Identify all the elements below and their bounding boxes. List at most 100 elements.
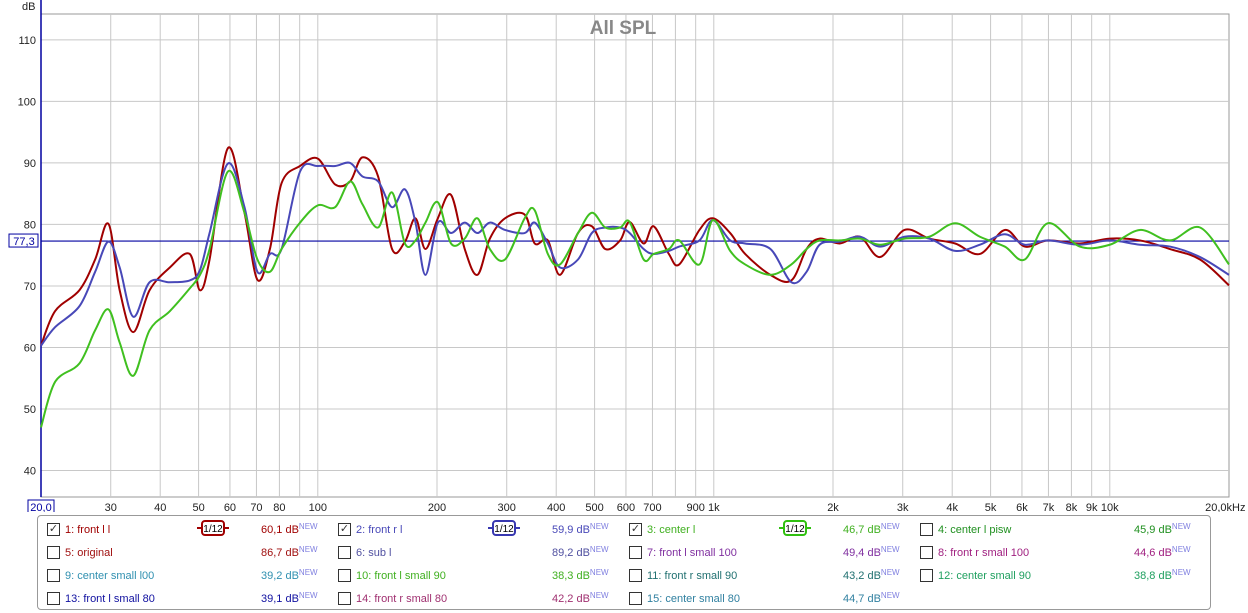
measurement-checkbox[interactable] <box>47 569 60 582</box>
new-badge: NEW <box>298 568 318 577</box>
new-badge: NEW <box>589 568 609 577</box>
x-tick-label: 1k <box>708 502 720 512</box>
measurement-checkbox[interactable] <box>920 569 933 582</box>
level-value: 89,2 dB <box>552 547 590 559</box>
measurement-name[interactable]: 12: center small 90 <box>938 570 1031 582</box>
measurement-checkbox[interactable] <box>629 569 642 582</box>
x-tick-label: 700 <box>643 502 661 512</box>
measurement-level: 44,6 dBNEW <box>1134 545 1191 561</box>
measurement-level: 43,2 dBNEW <box>843 568 900 584</box>
measurement-name[interactable]: 6: sub l <box>356 547 392 559</box>
new-badge: NEW <box>880 568 900 577</box>
measurement-checkbox[interactable] <box>338 569 351 582</box>
measurement-checkbox[interactable] <box>629 546 642 559</box>
new-badge: NEW <box>298 591 318 600</box>
x-tick-label: 20,0k <box>1205 502 1232 512</box>
x-tick-label: 40 <box>154 502 166 512</box>
measurement-checkbox[interactable] <box>920 546 933 559</box>
x-tick-label: 5k <box>985 502 997 512</box>
new-badge: NEW <box>589 545 609 554</box>
new-badge: NEW <box>880 591 900 600</box>
measurement-level: 89,2 dBNEW <box>552 545 609 561</box>
measurement-name[interactable]: 4: center l pisw <box>938 524 1012 536</box>
legend-item: 5: original 86,7 dBNEW <box>47 545 327 563</box>
level-value: 43,2 dB <box>843 570 881 582</box>
x-tick-label: 600 <box>617 502 635 512</box>
x-tick-label: 2k <box>827 502 839 512</box>
measurement-name[interactable]: 13: front l small 80 <box>65 593 155 605</box>
level-value: 38,8 dB <box>1134 570 1172 582</box>
level-value: 39,2 dB <box>261 570 299 582</box>
measurement-checkbox[interactable] <box>338 592 351 605</box>
measurement-checkbox[interactable] <box>47 592 60 605</box>
measurement-level: 46,7 dBNEW <box>843 522 900 538</box>
x-tick-label: 400 <box>547 502 565 512</box>
measurement-name[interactable]: 11: front r small 90 <box>647 570 738 582</box>
cursor-value: 77,3 <box>13 236 34 248</box>
y-tick-label: 70 <box>24 281 36 293</box>
x-tick-label: 9k <box>1086 502 1098 512</box>
x-tick-label: 60 <box>224 502 236 512</box>
level-value: 60,1 dB <box>261 524 299 536</box>
measurement-level: 39,1 dBNEW <box>261 591 318 607</box>
measurement-level: 60,1 dBNEW <box>261 522 318 538</box>
smoothing-icon[interactable]: 1/12 <box>488 520 520 536</box>
measurement-checkbox[interactable] <box>47 546 60 559</box>
measurement-checkbox[interactable]: ✓ <box>47 523 60 536</box>
x-tick-label: 6k <box>1016 502 1028 512</box>
measurement-checkbox[interactable]: ✓ <box>629 523 642 536</box>
new-badge: NEW <box>880 545 900 554</box>
x-tick-label: 4k <box>946 502 958 512</box>
new-badge: NEW <box>1171 568 1191 577</box>
level-value: 38,3 dB <box>552 570 590 582</box>
measurement-name[interactable]: 8: front r small 100 <box>938 547 1030 559</box>
level-value: 44,7 dB <box>843 593 881 605</box>
measurement-name[interactable]: 14: front r small 80 <box>356 593 448 605</box>
measurement-level: 39,2 dBNEW <box>261 568 318 584</box>
measurement-level: 59,9 dBNEW <box>552 522 609 538</box>
measurement-name[interactable]: 7: front l small 100 <box>647 547 737 559</box>
y-axis-label: dB <box>22 1 35 13</box>
smoothing-label: 1/12 <box>494 524 514 535</box>
y-tick-label: 80 <box>24 219 36 231</box>
legend-item: 8: front r small 100 44,6 dBNEW <box>920 545 1200 563</box>
legend-item: 15: center small 80 44,7 dBNEW <box>629 591 909 609</box>
cursor-value-box <box>8 233 39 248</box>
y-tick-label: 100 <box>18 96 36 108</box>
measurement-name[interactable]: 10: front l small 90 <box>356 570 446 582</box>
measurement-checkbox[interactable] <box>338 546 351 559</box>
measurement-name[interactable]: 3: center l <box>647 524 696 536</box>
level-value: 42,2 dB <box>552 593 590 605</box>
measurement-name[interactable]: 15: center small 80 <box>647 593 740 605</box>
measurement-level: 49,4 dBNEW <box>843 545 900 561</box>
measurement-name[interactable]: 1: front l l <box>65 524 111 536</box>
x-cursor-box <box>27 499 55 512</box>
measurement-checkbox[interactable] <box>629 592 642 605</box>
legend-item: 14: front r small 80 42,2 dBNEW <box>338 591 618 609</box>
measurement-name[interactable]: 5: original <box>65 547 113 559</box>
level-value: 39,1 dB <box>261 593 299 605</box>
measurement-checkbox[interactable]: ✓ <box>338 523 351 536</box>
y-tick-label: 40 <box>24 466 36 478</box>
measurement-level: 38,8 dBNEW <box>1134 568 1191 584</box>
measurement-name[interactable]: 9: center small l00 <box>65 570 155 582</box>
new-badge: NEW <box>589 522 609 531</box>
measurement-level: 38,3 dBNEW <box>552 568 609 584</box>
spl-chart: 40 50 60 70 80 90 100 110 20,0 30 40 50 60 70 80 100 200… <box>8 0 1245 512</box>
series-line <box>40 169 1230 428</box>
measurement-checkbox[interactable] <box>920 523 933 536</box>
legend-item: ✓ 3: center l 1/12 46,7 dBNEW <box>629 520 909 540</box>
smoothing-icon[interactable]: 1/12 <box>779 520 811 536</box>
new-badge: NEW <box>298 522 318 531</box>
measurement-name[interactable]: 2: front r l <box>356 524 403 536</box>
smoothing-label: 1/12 <box>203 524 223 535</box>
smoothing-icon[interactable]: 1/12 <box>197 520 229 536</box>
x-tick-label: 10k <box>1101 502 1119 512</box>
level-value: 44,6 dB <box>1134 547 1172 559</box>
new-badge: NEW <box>1171 545 1191 554</box>
x-tick-label: 30 <box>105 502 117 512</box>
x-axis-unit: Hz <box>1232 502 1245 512</box>
y-tick-label: 110 <box>18 35 36 47</box>
x-tick-label: 8k <box>1066 502 1078 512</box>
measurement-level: 86,7 dBNEW <box>261 545 318 561</box>
